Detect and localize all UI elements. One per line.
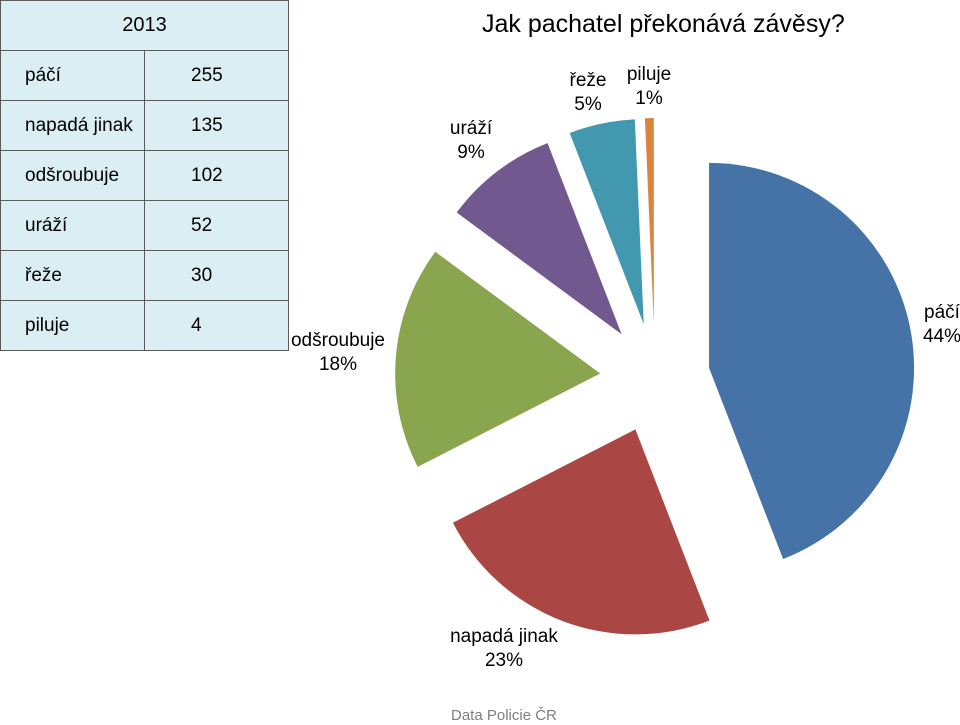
row-label: odšroubuje: [0, 150, 145, 201]
table-row: odšroubuje 102: [0, 150, 289, 201]
table-row: piluje 4: [0, 300, 289, 351]
pie-slice: [452, 429, 710, 635]
pie-slice: [644, 118, 654, 324]
row-label: řeže: [0, 250, 145, 301]
row-label: piluje: [0, 300, 145, 351]
row-value: 52: [144, 200, 289, 251]
slice-label: odšroubuje 18%: [291, 330, 385, 375]
slice-label: řeže 5%: [570, 70, 607, 115]
table-row: uráží 52: [0, 200, 289, 251]
data-table: 2013 páčí 255 napadá jinak 135 odšroubuj…: [0, 0, 289, 351]
year-header: 2013: [0, 0, 289, 51]
pie-slice: [569, 119, 644, 325]
pie-slice: [456, 143, 622, 335]
slice-label: uráží 9%: [450, 118, 493, 163]
slice-label: napadá jinak 23%: [450, 626, 558, 671]
row-label: uráží: [0, 200, 145, 251]
row-label: napadá jinak: [0, 100, 145, 151]
slice-label: páčí 44%: [923, 302, 960, 347]
chart-title: Jak pachatel překonává závěsy?: [482, 10, 845, 38]
table-row: řeže 30: [0, 250, 289, 301]
table-row: napadá jinak 135: [0, 100, 289, 151]
pie-slice: [709, 162, 915, 560]
row-value: 135: [144, 100, 289, 151]
pie-slice: [395, 251, 601, 467]
row-value: 30: [144, 250, 289, 301]
row-value: 102: [144, 150, 289, 201]
slice-label: piluje 1%: [627, 64, 671, 109]
table-row: páčí 255: [0, 50, 289, 101]
row-value: 4: [144, 300, 289, 351]
table-header-row: 2013: [0, 0, 289, 51]
source-note: Data Policie ČR: [451, 707, 557, 724]
